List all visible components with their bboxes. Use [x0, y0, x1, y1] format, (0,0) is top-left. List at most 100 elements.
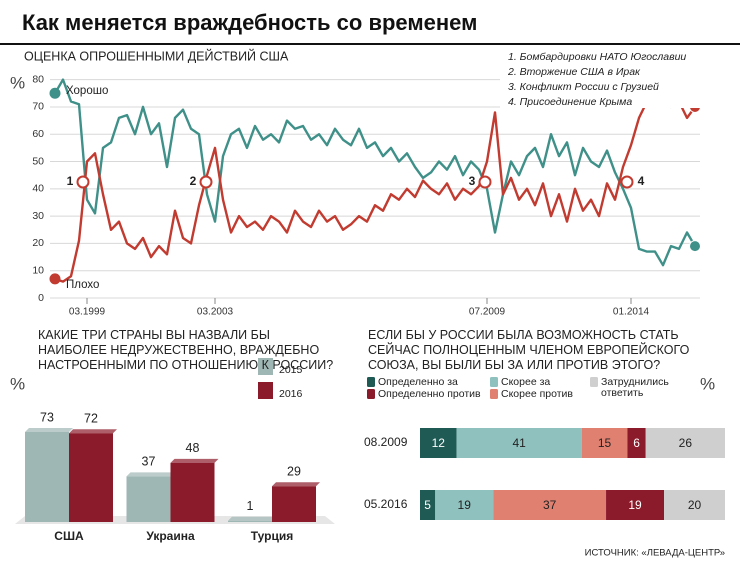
segment-label: 15	[598, 436, 612, 450]
segment-label: 37	[543, 498, 557, 512]
event-marker	[478, 175, 492, 189]
y-tick-label: 60	[32, 128, 44, 140]
y-tick-label: 20	[32, 237, 44, 249]
bar-value-label: 37	[142, 455, 156, 469]
event-number: 1	[67, 174, 74, 188]
bar-top	[25, 428, 73, 432]
bar-value-label: 29	[287, 465, 301, 479]
y-tick-label: 30	[32, 210, 44, 222]
segment-label: 20	[688, 498, 702, 512]
event-marker	[620, 175, 634, 189]
legend-label: Определенно за	[378, 376, 458, 388]
x-tick-label: 01.2014	[613, 307, 650, 318]
y-axis-label: %	[10, 374, 25, 393]
segment-label: 41	[512, 436, 526, 450]
chart-title: КАКИЕ ТРИ СТРАНЫ ВЫ НАЗВАЛИ БЫ НАИБОЛЕЕ …	[38, 328, 334, 372]
event-legend-item: 3. Конфликт России с Грузией	[508, 81, 659, 93]
legend-swatch	[258, 382, 273, 399]
bar	[272, 486, 316, 522]
y-tick-label: 10	[32, 264, 44, 276]
segment-label: 12	[432, 436, 446, 450]
bar	[126, 476, 171, 522]
bar-value-label: 73	[40, 410, 54, 424]
event-number: 3	[469, 174, 476, 188]
page-title: Как меняется враждебность со временем	[22, 10, 477, 35]
bar-top	[170, 458, 219, 463]
category-label: 08.2009	[364, 435, 408, 449]
bar-segment	[664, 490, 725, 520]
legend-swatch	[367, 377, 375, 387]
bar-segment	[606, 490, 664, 520]
segment-label: 5	[424, 498, 431, 512]
series-label: Хорошо	[66, 85, 108, 97]
bar	[25, 432, 69, 522]
line-series	[53, 78, 697, 267]
category-label: 05.2016	[364, 497, 408, 511]
x-tick-label: 03.2003	[197, 307, 234, 318]
bar-value-label: 1	[247, 499, 254, 513]
event-number: 4	[638, 174, 645, 188]
y-tick-label: 40	[32, 183, 44, 195]
bar-segment	[581, 428, 628, 458]
line-series	[54, 78, 696, 283]
bar-top	[69, 429, 117, 434]
legend-label: Определенно против	[378, 388, 481, 400]
event-marker	[76, 175, 90, 189]
segment-label: 19	[458, 498, 472, 512]
events-legend-bg	[500, 48, 700, 108]
event-legend-item: 2. Вторжение США в Ирак	[507, 66, 641, 78]
legend-label: 2016	[279, 388, 303, 400]
bar	[170, 462, 215, 522]
legend-swatch	[590, 377, 598, 387]
legend-label: 2015	[279, 364, 303, 376]
segment-label: 19	[628, 498, 642, 512]
legend-swatch	[367, 389, 375, 399]
bar-value-label: 72	[84, 412, 98, 426]
y-tick-label: 0	[38, 292, 44, 304]
y-axis-label: %	[700, 374, 715, 393]
subtitle: ОЦЕНКА ОПРОШЕННЫМИ ДЕЙСТВИЙ США	[24, 48, 289, 63]
segment-label: 6	[633, 436, 640, 450]
legend-label: Затруднились ответить	[601, 376, 669, 399]
legend-label: Скорее против	[501, 388, 573, 400]
series-start-dot	[49, 273, 61, 285]
bar	[69, 433, 113, 522]
event-legend-item: 4. Присоединение Крыма	[508, 96, 632, 108]
event-number: 2	[190, 174, 197, 188]
series-start-dot	[49, 87, 61, 99]
bar-segment	[420, 490, 436, 520]
y-tick-label: 50	[32, 155, 44, 167]
bar-top	[126, 472, 175, 477]
bar-segment	[493, 490, 607, 520]
bar-segment	[420, 428, 457, 458]
series-label: Плохо	[66, 279, 99, 291]
legend-swatch	[490, 389, 498, 399]
chart-title: ЕСЛИ БЫ У РОССИИ БЫЛА ВОЗМОЖНОСТЬ СТАТЬ …	[368, 328, 690, 372]
y-tick-label: 70	[32, 101, 44, 113]
series-end-dot	[689, 240, 701, 253]
category-label: Турция	[251, 529, 293, 543]
bar-top	[228, 516, 276, 521]
y-axis-label: %	[10, 73, 25, 92]
legend-label: Скорее за	[501, 376, 551, 388]
category-label: Украина	[146, 529, 195, 543]
bar-top	[272, 482, 320, 487]
category-label: США	[54, 529, 84, 543]
legend-swatch	[258, 358, 273, 375]
y-tick-label: 80	[32, 73, 44, 85]
event-marker	[199, 175, 213, 189]
x-tick-label: 07.2009	[469, 307, 506, 318]
event-legend-item: 1. Бомбардировки НАТО Югославии	[508, 51, 686, 63]
x-tick-label: 03.1999	[69, 307, 106, 318]
bar	[228, 520, 272, 522]
bar-segment	[645, 428, 725, 458]
bar-segment	[456, 428, 582, 458]
bar-segment	[627, 428, 646, 458]
bar-value-label: 48	[186, 441, 200, 455]
legend-swatch	[490, 377, 498, 387]
segment-label: 26	[679, 436, 693, 450]
source: ИСТОЧНИК: «ЛЕВАДА-ЦЕНТР»	[585, 548, 725, 559]
bar-segment	[435, 490, 494, 520]
